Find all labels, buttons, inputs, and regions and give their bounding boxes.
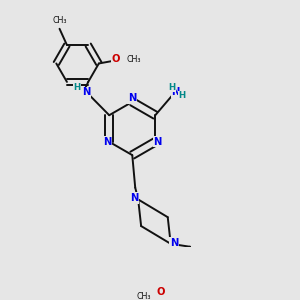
Text: N: N: [130, 193, 139, 203]
Text: N: N: [170, 238, 178, 248]
Text: H: H: [74, 82, 81, 91]
Text: N: N: [172, 87, 180, 97]
Text: CH₃: CH₃: [52, 16, 67, 25]
Text: N: N: [154, 137, 162, 147]
Text: O: O: [112, 54, 120, 64]
Text: N: N: [82, 87, 90, 98]
Text: N: N: [103, 137, 111, 147]
Text: CH₃: CH₃: [136, 292, 151, 300]
Text: H: H: [178, 91, 185, 100]
Text: N: N: [128, 93, 136, 103]
Text: H: H: [168, 83, 175, 92]
Text: CH₃: CH₃: [126, 55, 141, 64]
Text: O: O: [156, 287, 165, 297]
